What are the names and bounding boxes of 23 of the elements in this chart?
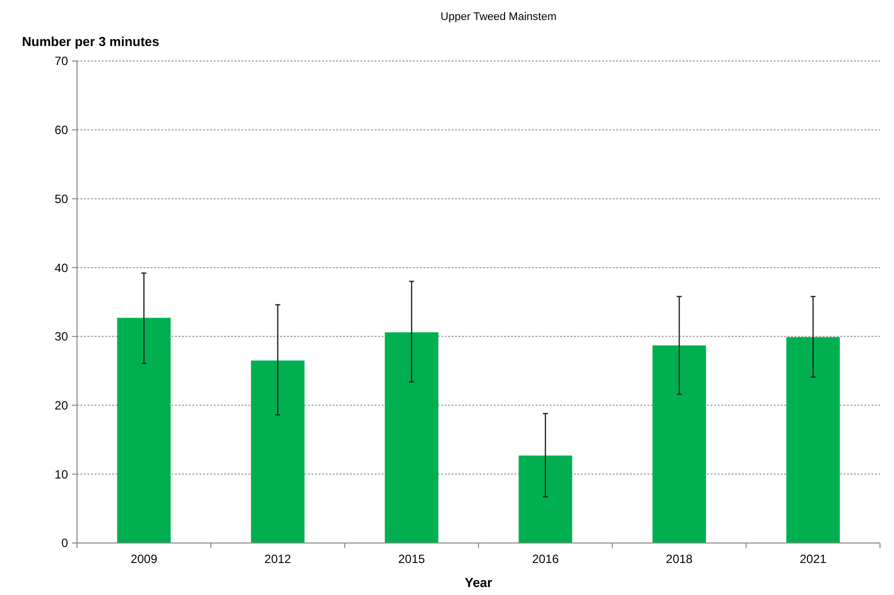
x-tick-label: 2015 xyxy=(398,552,426,566)
bar xyxy=(250,360,305,543)
x-tick-label: 2021 xyxy=(800,552,827,566)
y-axis-title: Number per 3 minutes xyxy=(22,34,160,49)
x-tick-label: 2016 xyxy=(532,552,560,566)
y-tick-label: 10 xyxy=(54,467,68,482)
chart-title: Upper Tweed Mainstem xyxy=(440,11,556,23)
y-tick-label: 0 xyxy=(61,536,68,550)
y-tick-label: 70 xyxy=(54,54,68,68)
y-tick-label: 50 xyxy=(54,192,68,206)
y-tick-label: 30 xyxy=(54,330,68,344)
bar xyxy=(384,332,438,543)
bar xyxy=(518,456,572,543)
bar xyxy=(117,318,171,543)
x-tick-label: 2009 xyxy=(130,552,158,566)
y-tick-label: 20 xyxy=(54,398,68,412)
x-tick-label: 2012 xyxy=(264,552,292,566)
bar xyxy=(786,337,840,543)
y-tick-label: 60 xyxy=(54,123,68,138)
bar xyxy=(652,345,706,543)
y-tick-label: 40 xyxy=(54,260,68,275)
x-tick-label: 2018 xyxy=(666,552,693,566)
x-axis-title: Year xyxy=(464,575,492,590)
